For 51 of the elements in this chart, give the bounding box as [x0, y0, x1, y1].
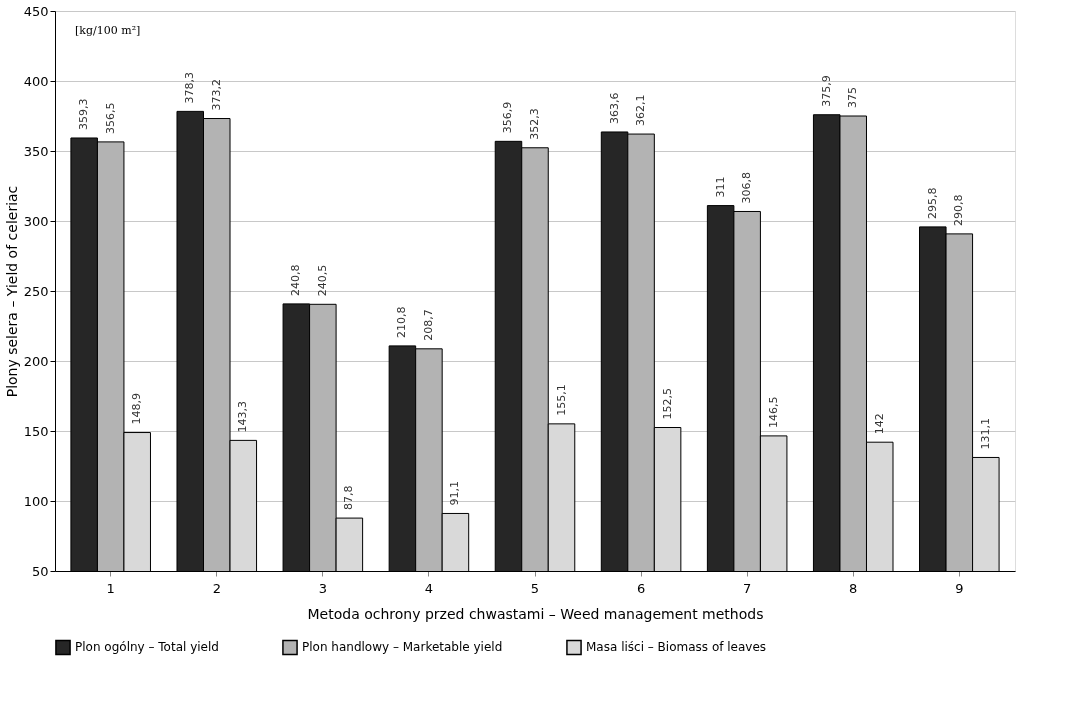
- data-label: 91,1: [448, 480, 462, 506]
- data-label: 87,8: [342, 485, 356, 511]
- data-label: 152,5: [660, 388, 674, 420]
- legend-label: Plon ogólny – Total yield: [75, 640, 219, 655]
- x-tick-label: 1: [106, 580, 115, 596]
- data-label: 378,3: [183, 71, 197, 104]
- x-axis-title: Metoda ochrony przed chwastami – Weed management methods: [307, 605, 764, 622]
- data-label: 240,8: [289, 264, 303, 296]
- data-label: 295,8: [925, 187, 939, 219]
- data-label: 356,5: [103, 102, 117, 134]
- x-tick-label: 4: [424, 580, 434, 596]
- data-label: 290,8: [952, 194, 966, 226]
- y-tick-label: 100: [23, 493, 49, 509]
- data-label: 131,1: [978, 417, 992, 450]
- y-tick-label: 400: [23, 73, 49, 89]
- x-tick-label: 6: [636, 580, 646, 596]
- data-label: 155,1: [554, 384, 568, 416]
- data-label: 240,5: [315, 264, 329, 297]
- data-label: 142: [872, 413, 886, 435]
- data-label: 210,8: [395, 306, 409, 338]
- annotation: [kg/100 m²]: [75, 24, 141, 37]
- x-tick-label: 7: [743, 580, 752, 596]
- data-label: 373,2: [209, 79, 223, 111]
- y-tick-label: 250: [23, 283, 49, 299]
- x-tick-label: 5: [530, 580, 540, 596]
- data-label: 362,1: [634, 94, 648, 127]
- data-label: 146,5: [766, 396, 780, 428]
- data-label: 356,9: [501, 101, 515, 134]
- data-label: 306,8: [740, 171, 754, 204]
- y-tick-label: 50: [31, 563, 49, 579]
- data-label: 359,3: [77, 98, 91, 130]
- y-axis-title: Plony selera – Yield of celeriac: [3, 185, 20, 398]
- x-tick-label: 2: [212, 580, 221, 596]
- legend-label: Plon handlowy – Marketable yield: [302, 640, 503, 655]
- data-label: 208,7: [421, 309, 435, 341]
- y-tick-label: 300: [23, 213, 49, 229]
- legend-label: Masa liści – Biomass of leaves: [586, 640, 767, 655]
- y-tick-label: 350: [23, 143, 49, 159]
- y-tick-label: 200: [23, 353, 49, 369]
- data-label: 143,3: [236, 400, 250, 433]
- y-tick-label: 450: [23, 3, 49, 19]
- x-tick-label: 9: [955, 580, 964, 596]
- data-label: 375,9: [819, 75, 833, 107]
- y-tick-label: 150: [23, 423, 49, 439]
- x-tick-label: 3: [318, 580, 327, 596]
- data-label: 375: [846, 87, 860, 108]
- data-label: 311: [713, 176, 727, 198]
- x-tick-label: 8: [849, 580, 858, 596]
- data-label: 352,3: [528, 108, 541, 140]
- data-label: 148,9: [130, 393, 144, 425]
- data-label: 363,6: [607, 92, 621, 124]
